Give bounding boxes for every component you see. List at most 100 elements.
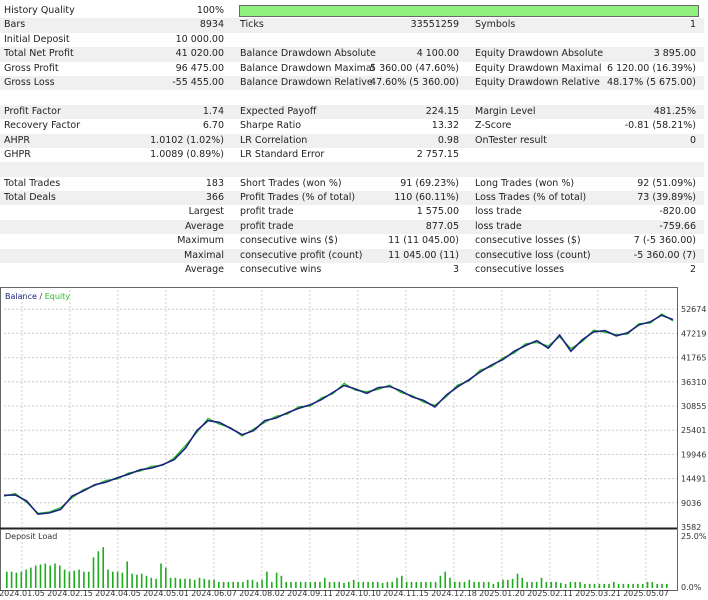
deposit-load-bar <box>526 581 528 588</box>
deposit-load-bar <box>169 577 172 588</box>
deposit-load-bar <box>338 581 340 588</box>
deposit-load-bar <box>410 581 413 588</box>
stat-label: Balance Drawdown Relative <box>240 76 373 88</box>
deposit-load-bar <box>165 567 167 588</box>
stat-label: Short Trades (won %) <box>240 177 342 189</box>
deposit-y-tick-label: 25.0% <box>681 532 707 541</box>
stat-value: 366 <box>205 192 224 204</box>
deposit-load-bar <box>521 577 524 588</box>
stat-label: Bars <box>4 19 26 31</box>
stat-label: Gross Loss <box>4 76 55 88</box>
deposit-load-bar <box>333 581 336 588</box>
deposit-load-bar <box>328 581 331 588</box>
deposit-load-bar <box>107 569 109 588</box>
report-row: Average profit trade 877.05 loss trade -759.… <box>0 219 704 235</box>
equity-legend: Equity <box>45 292 71 301</box>
deposit-load-bar <box>550 581 552 588</box>
x-tick-label: 2024.10.10 <box>335 589 381 598</box>
stat-value: -820.00 <box>659 206 696 218</box>
y-tick-label: 19946 <box>681 450 706 459</box>
deposit-load-bar <box>116 571 119 588</box>
deposit-load-bar <box>502 579 504 588</box>
deposit-load-bar <box>256 581 259 588</box>
stat-value: Average <box>184 220 224 232</box>
stat-value: 11 (11 045.00) <box>388 235 459 247</box>
deposit-load-bar <box>656 583 658 588</box>
deposit-load-bar <box>646 581 649 588</box>
deposit-load-bar <box>487 581 490 588</box>
deposit-load-bar <box>222 581 225 588</box>
deposit-load-bar <box>569 581 572 588</box>
deposit-load-bar <box>511 578 514 588</box>
deposit-load-bar <box>622 583 625 588</box>
deposit-load-bar <box>357 581 360 588</box>
stat-value: 100% <box>196 5 224 16</box>
report-row: Initial Deposit 10 000.00 <box>0 33 704 47</box>
deposit-load-bar <box>603 583 605 588</box>
legend-separator: / <box>37 292 45 301</box>
deposit-load-bar <box>463 581 466 588</box>
deposit-load-bar <box>271 581 273 588</box>
x-tick-label: 2025.03.21 <box>575 589 621 598</box>
deposit-load-bar <box>598 583 601 588</box>
deposit-load-bar <box>362 581 365 588</box>
stat-value: 2 <box>689 264 696 276</box>
stat-label: Ticks <box>240 19 264 31</box>
deposit-load-bar <box>478 581 480 588</box>
stat-value: 481.25% <box>653 105 696 117</box>
deposit-load-bar <box>434 581 437 588</box>
deposit-load-bar <box>112 571 114 588</box>
deposit-load-bar <box>126 561 128 588</box>
y-tick-label: 25401 <box>681 426 706 435</box>
stat-value: 3 <box>452 264 459 276</box>
deposit-load-bar <box>651 581 654 588</box>
deposit-load-bar <box>179 578 181 588</box>
deposit-load-bar <box>401 575 403 588</box>
deposit-load-bar <box>608 583 610 588</box>
stat-label: Equity Drawdown Relative <box>475 76 600 88</box>
stat-label: loss trade <box>475 220 522 232</box>
deposit-load-bar <box>454 581 456 588</box>
x-tick-label: 2024.02.15 <box>47 589 93 598</box>
x-tick-label: 2024.12.18 <box>431 589 477 598</box>
deposit-load-bar <box>15 572 18 588</box>
deposit-load-bar <box>593 583 596 588</box>
stat-value: 0 <box>689 134 696 146</box>
deposit-load-bar <box>136 574 138 588</box>
deposit-load-bar <box>627 583 630 588</box>
x-tick-label: 2024.08.02 <box>239 589 285 598</box>
deposit-load-bar <box>92 557 95 588</box>
report-row: Total Deals 366 Profit Trades (% of total)… <box>0 191 704 206</box>
deposit-load-bar <box>6 571 8 588</box>
deposit-load-bar <box>237 581 239 588</box>
stat-value: 877.05 <box>425 220 459 232</box>
deposit-load-bar <box>588 583 591 588</box>
deposit-load-bar <box>319 581 321 588</box>
stat-label: Total Trades <box>4 177 61 189</box>
stat-label: Long Trades (won %) <box>475 177 575 189</box>
deposit-load-bar <box>285 581 287 588</box>
report-row <box>0 162 704 177</box>
deposit-load-bar <box>102 547 104 588</box>
deposit-load-bar <box>275 572 278 588</box>
deposit-load-bar <box>458 581 461 588</box>
stat-label: Expected Payoff <box>240 105 317 117</box>
deposit-load-bar <box>261 579 263 588</box>
deposit-load-bar <box>473 581 475 588</box>
deposit-load-bar <box>564 583 567 588</box>
deposit-load-bar <box>482 581 485 588</box>
stat-value: 5 360.00 (47.60%) <box>370 62 459 74</box>
report-row: Profit Factor 1.74 Expected Payoff 224.15 Ma… <box>0 104 704 120</box>
deposit-load-bar <box>150 577 153 588</box>
stat-value: 47.60% (5 360.00) <box>370 76 459 88</box>
report-row: Gross Profit 96 475.00 Balance Drawdown Ma… <box>0 62 704 76</box>
deposit-load-bar <box>78 569 80 588</box>
stat-label: profit trade <box>240 206 294 218</box>
stat-value: 92 (51.09%) <box>637 177 696 189</box>
stat-value: 8934 <box>199 19 224 31</box>
deposit-load-bar <box>584 583 586 588</box>
deposit-load-bar <box>641 583 644 588</box>
stat-label: OnTester result <box>475 134 547 146</box>
deposit-load-bar <box>444 571 446 588</box>
deposit-load-bar <box>160 563 162 588</box>
